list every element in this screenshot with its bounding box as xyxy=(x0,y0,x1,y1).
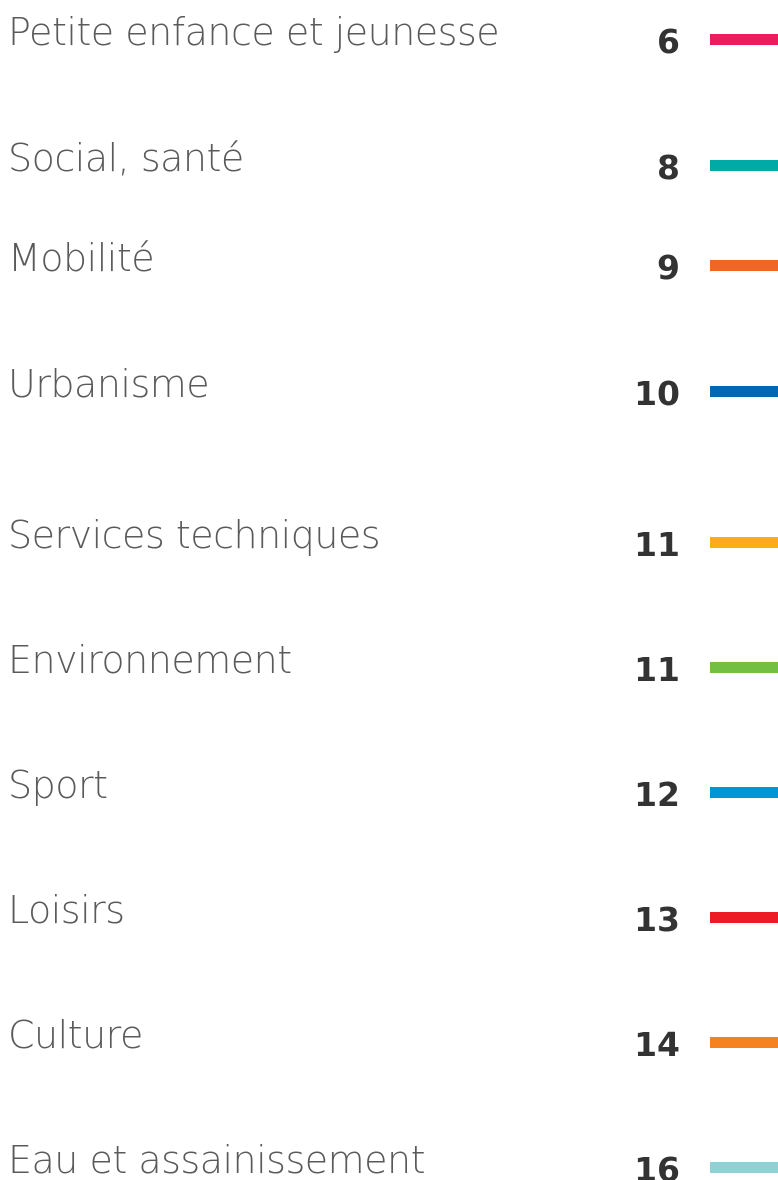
page-number: 16 xyxy=(634,1150,680,1180)
page-number: 12 xyxy=(634,775,680,814)
section-label: Environnement xyxy=(8,638,292,682)
section-label: Services techniques xyxy=(8,513,381,557)
page-number: 8 xyxy=(657,148,680,187)
page-number: 9 xyxy=(657,248,680,287)
page-number: 10 xyxy=(634,374,680,413)
color-bar xyxy=(710,912,778,923)
section-label: Eau et assainissement xyxy=(8,1138,426,1180)
page-number: 11 xyxy=(634,525,680,564)
section-label: Petite enfance et jeunesse xyxy=(8,10,500,54)
color-bar xyxy=(710,260,778,271)
section-label: Loisirs xyxy=(8,888,125,932)
section-label: Urbanisme xyxy=(8,362,210,406)
page-number: 14 xyxy=(634,1025,680,1064)
color-bar xyxy=(710,160,778,171)
section-label: Social, santé xyxy=(8,136,244,180)
color-bar xyxy=(710,1162,778,1173)
page-number: 11 xyxy=(634,650,680,689)
section-label: Mobilité xyxy=(8,236,155,280)
color-bar xyxy=(710,537,778,548)
section-label: Sport xyxy=(8,763,108,807)
color-bar xyxy=(710,1037,778,1048)
section-label: Culture xyxy=(8,1013,143,1057)
page-number: 6 xyxy=(657,22,680,61)
color-bar xyxy=(710,386,778,397)
page-number: 13 xyxy=(634,900,680,939)
color-bar xyxy=(710,662,778,673)
color-bar xyxy=(710,34,778,45)
color-bar xyxy=(710,787,778,798)
